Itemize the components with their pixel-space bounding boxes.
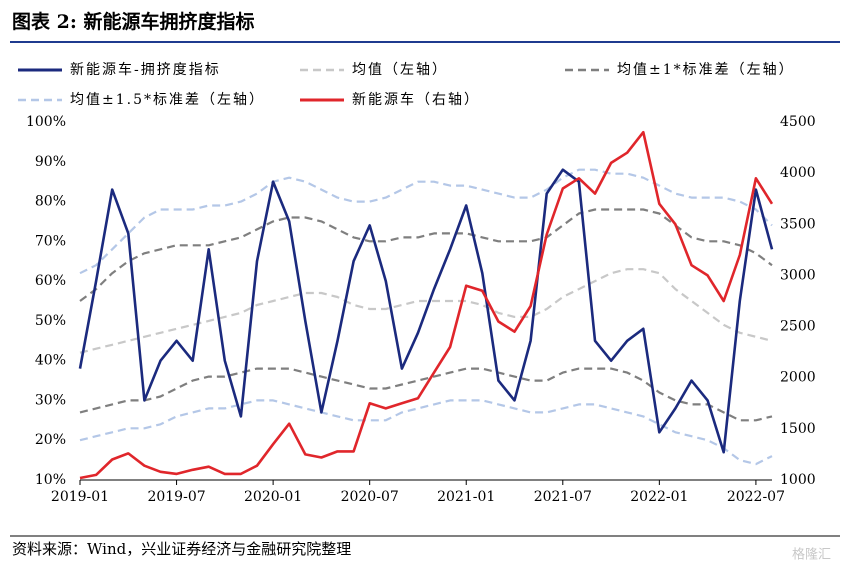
source-note: 资料来源：Wind，兴业证券经济与金融研究院整理 [12,540,351,558]
y2-tick-label: 2500 [780,319,816,335]
x-tick-label: 2019-01 [51,489,109,505]
legend-label: 均值±1*标准差（左轴） [617,62,795,78]
y-tick-label: 30% [35,392,66,408]
legend-label: 新能源车-拥挤度指标 [70,61,221,78]
y-tick-label: 50% [35,313,66,329]
legend-label: 新能源车（右轴） [352,91,480,108]
watermark: 格隆汇 [792,547,831,563]
series-line [79,399,773,466]
series-line [78,168,774,454]
y-tick-label: 80% [35,194,66,210]
y-tick-label: 20% [35,432,66,448]
series-line [79,130,774,480]
legend-label: 均值±1.5*标准差（左轴） [70,92,265,108]
chart-title: 图表 2: 新能源车拥挤度指标 [12,10,254,33]
y-tick-label: 100% [26,114,66,130]
series-line [79,168,773,275]
y2-tick-label: 4500 [780,114,816,130]
x-tick-label: 2020-07 [341,489,399,505]
y-tick-label: 70% [35,233,66,249]
y-tick-label: 10% [35,472,66,488]
x-tick-label: 2022-07 [727,489,785,505]
y2-tick-label: 4000 [780,165,816,181]
y-tick-label: 90% [35,154,66,170]
y-tick-label: 60% [35,273,66,289]
series-line [79,208,773,302]
series-line [79,268,773,354]
y2-tick-label: 1500 [780,421,816,437]
x-tick-label: 2020-01 [244,489,302,505]
x-tick-label: 2021-01 [437,489,495,505]
y2-tick-label: 3000 [780,267,816,283]
y-tick-label: 40% [35,353,66,369]
y2-tick-label: 3500 [780,216,816,232]
x-tick-label: 2021-07 [534,489,592,505]
x-tick-label: 2019-07 [147,489,205,505]
series-line [79,367,773,422]
x-tick-label: 2022-01 [630,489,688,505]
y2-tick-label: 1000 [780,472,816,488]
legend-label: 均值（左轴） [352,62,448,78]
y2-tick-label: 2000 [780,370,816,386]
